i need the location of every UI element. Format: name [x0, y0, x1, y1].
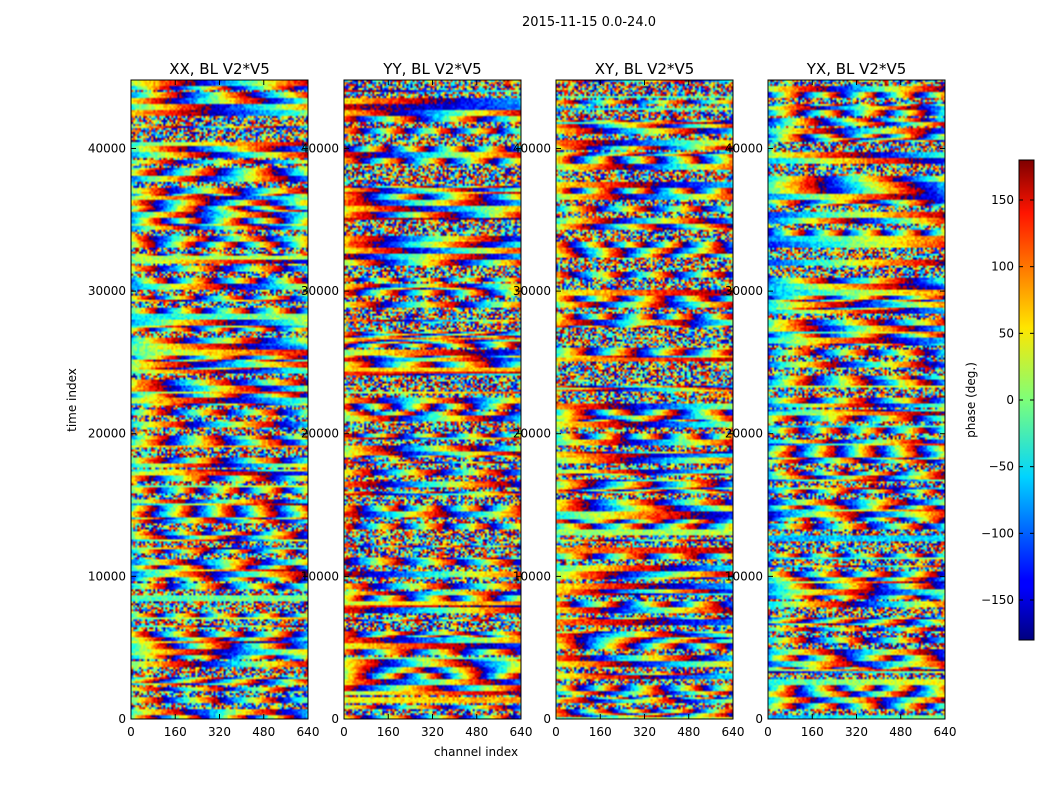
- figure-title: 2015-11-15 0.0-24.0: [522, 15, 656, 30]
- colorbar-tick-label: 150: [991, 193, 1014, 207]
- heatmap-image: [131, 80, 308, 719]
- x-tick-label: 0: [764, 725, 772, 739]
- y-tick-label: 0: [543, 712, 551, 726]
- y-tick-label: 0: [755, 712, 763, 726]
- heatmap-image: [768, 80, 945, 719]
- y-tick-label: 40000: [301, 141, 339, 155]
- x-tick-label: 480: [889, 725, 912, 739]
- y-tick-label: 40000: [88, 141, 126, 155]
- x-tick-label: 480: [252, 725, 275, 739]
- y-tick-label: 0: [331, 712, 339, 726]
- y-tick-label: 20000: [88, 427, 126, 441]
- panel-title: XX, BL V2*V5: [169, 60, 270, 78]
- x-tick-label: 0: [340, 725, 348, 739]
- panel-xy: XY, BL V2*V5 0 160 320 480 640 0 10000 20000 3000…: [513, 60, 745, 739]
- y-tick-label: 30000: [513, 284, 551, 298]
- colorbar-tick-label: −100: [981, 526, 1014, 540]
- x-tick-label: 160: [377, 725, 400, 739]
- x-tick-label: 480: [677, 725, 700, 739]
- x-tick-label: 0: [127, 725, 135, 739]
- colorbar-label: phase (deg.): [964, 362, 978, 438]
- x-tick-label: 640: [297, 725, 320, 739]
- x-tick-label: 640: [510, 725, 533, 739]
- heatmap-image: [344, 80, 521, 719]
- x-tick-label: 320: [633, 725, 656, 739]
- y-axis-label: time index: [65, 368, 79, 432]
- panel-yy: YY, BL V2*V5 0 160 320 480 640 0 10000 20000 3000…: [301, 60, 533, 739]
- x-tick-label: 640: [934, 725, 957, 739]
- panel-yx: YX, BL V2*V5 0 160 320 480 640 0 10000 20000 3000…: [725, 60, 957, 739]
- y-tick-label: 10000: [725, 569, 763, 583]
- y-tick-label: 40000: [513, 141, 551, 155]
- y-tick-label: 30000: [725, 284, 763, 298]
- x-tick-label: 160: [801, 725, 824, 739]
- y-tick-label: 0: [118, 712, 126, 726]
- colorbar-tick-label: 0: [1006, 393, 1014, 407]
- x-tick-label: 320: [421, 725, 444, 739]
- y-tick-label: 30000: [301, 284, 339, 298]
- y-tick-label: 10000: [513, 569, 551, 583]
- heatmap-image: [556, 80, 733, 719]
- panel-title: XY, BL V2*V5: [595, 60, 695, 78]
- y-tick-label: 20000: [513, 427, 551, 441]
- x-tick-label: 480: [465, 725, 488, 739]
- y-tick-label: 10000: [88, 569, 126, 583]
- x-axis-label: channel index: [434, 745, 518, 759]
- panel-xx: XX, BL V2*V5 0 160 320 480 640 0 10000 20000 3000…: [88, 60, 320, 739]
- y-tick-label: 20000: [725, 427, 763, 441]
- x-tick-label: 160: [164, 725, 187, 739]
- x-tick-label: 0: [552, 725, 560, 739]
- y-tick-label: 30000: [88, 284, 126, 298]
- colorbar-tick-label: −150: [981, 593, 1014, 607]
- y-tick-label: 10000: [301, 569, 339, 583]
- colorbar-tick-label: −50: [989, 460, 1014, 474]
- colorbar: −150 −100 −50 0 50 100 150 phase (deg.): [964, 159, 1035, 641]
- colorbar-tick-label: 100: [991, 260, 1014, 274]
- x-tick-label: 160: [589, 725, 612, 739]
- colorbar-tick-label: 50: [999, 326, 1014, 340]
- x-tick-label: 320: [845, 725, 868, 739]
- y-tick-label: 20000: [301, 427, 339, 441]
- panel-title: YX, BL V2*V5: [806, 60, 907, 78]
- y-tick-label: 40000: [725, 141, 763, 155]
- x-tick-label: 640: [722, 725, 745, 739]
- x-tick-label: 320: [208, 725, 231, 739]
- panel-title: YY, BL V2*V5: [382, 60, 481, 78]
